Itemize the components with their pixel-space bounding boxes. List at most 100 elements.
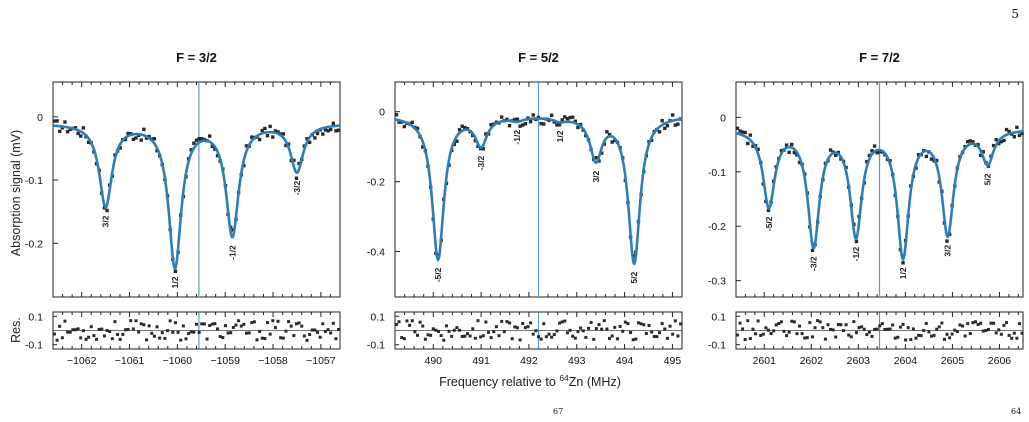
data-point bbox=[571, 115, 575, 119]
residual-point bbox=[155, 325, 159, 329]
residual-point bbox=[260, 336, 264, 340]
fit-curve bbox=[394, 117, 683, 266]
residual-point bbox=[898, 325, 902, 329]
peak-label: 3/2 bbox=[943, 244, 953, 256]
residual-point bbox=[911, 327, 915, 331]
res-y-tick-label: 0.1 bbox=[370, 311, 385, 323]
residual-point bbox=[276, 319, 280, 323]
residual-point bbox=[213, 322, 217, 326]
residual-point bbox=[79, 336, 83, 340]
data-point bbox=[657, 130, 662, 134]
data-point bbox=[878, 150, 882, 154]
residual-point bbox=[300, 324, 304, 328]
residual-point bbox=[455, 326, 459, 330]
data-point bbox=[460, 124, 464, 128]
residual-point bbox=[829, 327, 833, 331]
y-tick-label: 0 bbox=[720, 112, 726, 124]
peak-label: -1/2 bbox=[851, 246, 861, 261]
fit-curve bbox=[735, 129, 1024, 262]
residual-point bbox=[131, 327, 135, 331]
residual-point bbox=[852, 320, 856, 324]
residual-point bbox=[71, 328, 75, 332]
residual-point bbox=[439, 334, 443, 338]
residual-point bbox=[644, 332, 648, 336]
residual-point bbox=[397, 320, 401, 324]
residual-point bbox=[429, 333, 433, 337]
residual-point bbox=[229, 331, 233, 335]
residual-point bbox=[505, 320, 509, 324]
residual-point bbox=[929, 334, 933, 338]
residual-point bbox=[481, 334, 485, 338]
residual-point bbox=[58, 324, 62, 328]
peak-label: 1/2 bbox=[555, 130, 565, 142]
residual-point bbox=[463, 334, 467, 338]
residual-point bbox=[803, 336, 807, 340]
residual-point bbox=[239, 324, 243, 328]
data-point bbox=[991, 143, 996, 148]
residual-point bbox=[544, 335, 548, 339]
data-point bbox=[1017, 133, 1022, 138]
residual-point bbox=[434, 328, 438, 332]
residual-point bbox=[92, 334, 96, 338]
data-point bbox=[250, 135, 254, 139]
data-point bbox=[665, 124, 670, 128]
data-point bbox=[105, 208, 109, 213]
data-point bbox=[294, 176, 299, 180]
residual-point bbox=[942, 337, 946, 341]
data-point bbox=[676, 122, 680, 126]
residual-point bbox=[735, 333, 739, 337]
residual-point bbox=[221, 336, 225, 340]
data-point bbox=[751, 144, 755, 148]
data-point bbox=[660, 119, 664, 123]
residual-point bbox=[147, 324, 151, 328]
residual-point bbox=[137, 330, 141, 334]
residual-point bbox=[1015, 336, 1019, 340]
residual-point bbox=[326, 328, 330, 332]
residual-point bbox=[515, 326, 519, 330]
x-tick-label: 2602 bbox=[800, 355, 824, 367]
data-point bbox=[1004, 127, 1009, 132]
residual-point bbox=[63, 319, 67, 323]
residual-point bbox=[73, 328, 77, 332]
data-point bbox=[292, 158, 296, 163]
residual-point bbox=[971, 321, 975, 325]
residual-point bbox=[1012, 331, 1016, 335]
residual-point bbox=[166, 329, 170, 333]
residual-point bbox=[308, 332, 312, 336]
residual-point bbox=[932, 333, 936, 337]
data-point bbox=[976, 142, 980, 147]
data-point bbox=[743, 130, 747, 135]
residual-point bbox=[994, 331, 998, 335]
peak-label: -3/2 bbox=[476, 155, 486, 170]
res-y-tick-label: 0.1 bbox=[28, 311, 43, 323]
residual-point bbox=[97, 327, 101, 331]
residual-point bbox=[200, 322, 204, 326]
residual-point bbox=[573, 336, 577, 340]
residual-point bbox=[769, 332, 773, 336]
residual-point bbox=[650, 330, 654, 334]
residual-point bbox=[292, 334, 296, 338]
residual-point bbox=[826, 323, 830, 327]
residual-point bbox=[534, 329, 538, 333]
panel-title: F = 7/2 bbox=[859, 50, 900, 65]
residual-point bbox=[999, 332, 1003, 336]
data-point bbox=[542, 122, 546, 126]
res-y-tick-label: -0.1 bbox=[367, 340, 385, 352]
footer-superscript-1: 67 bbox=[553, 407, 563, 416]
data-point bbox=[326, 129, 330, 133]
residual-point bbox=[413, 330, 417, 334]
residual-point bbox=[621, 329, 625, 333]
y-tick-label: -0.3 bbox=[708, 276, 726, 288]
residual-point bbox=[1017, 322, 1021, 326]
y-tick-label: 0 bbox=[37, 112, 43, 124]
residual-point bbox=[60, 336, 64, 340]
data-point bbox=[515, 117, 520, 121]
residual-point bbox=[1002, 323, 1006, 327]
data-point bbox=[421, 145, 425, 149]
residual-point bbox=[142, 323, 146, 327]
residual-point bbox=[618, 324, 622, 328]
residual-point bbox=[218, 335, 222, 339]
data-point bbox=[260, 128, 264, 133]
residual-point bbox=[437, 329, 441, 333]
residual-point bbox=[652, 335, 656, 339]
